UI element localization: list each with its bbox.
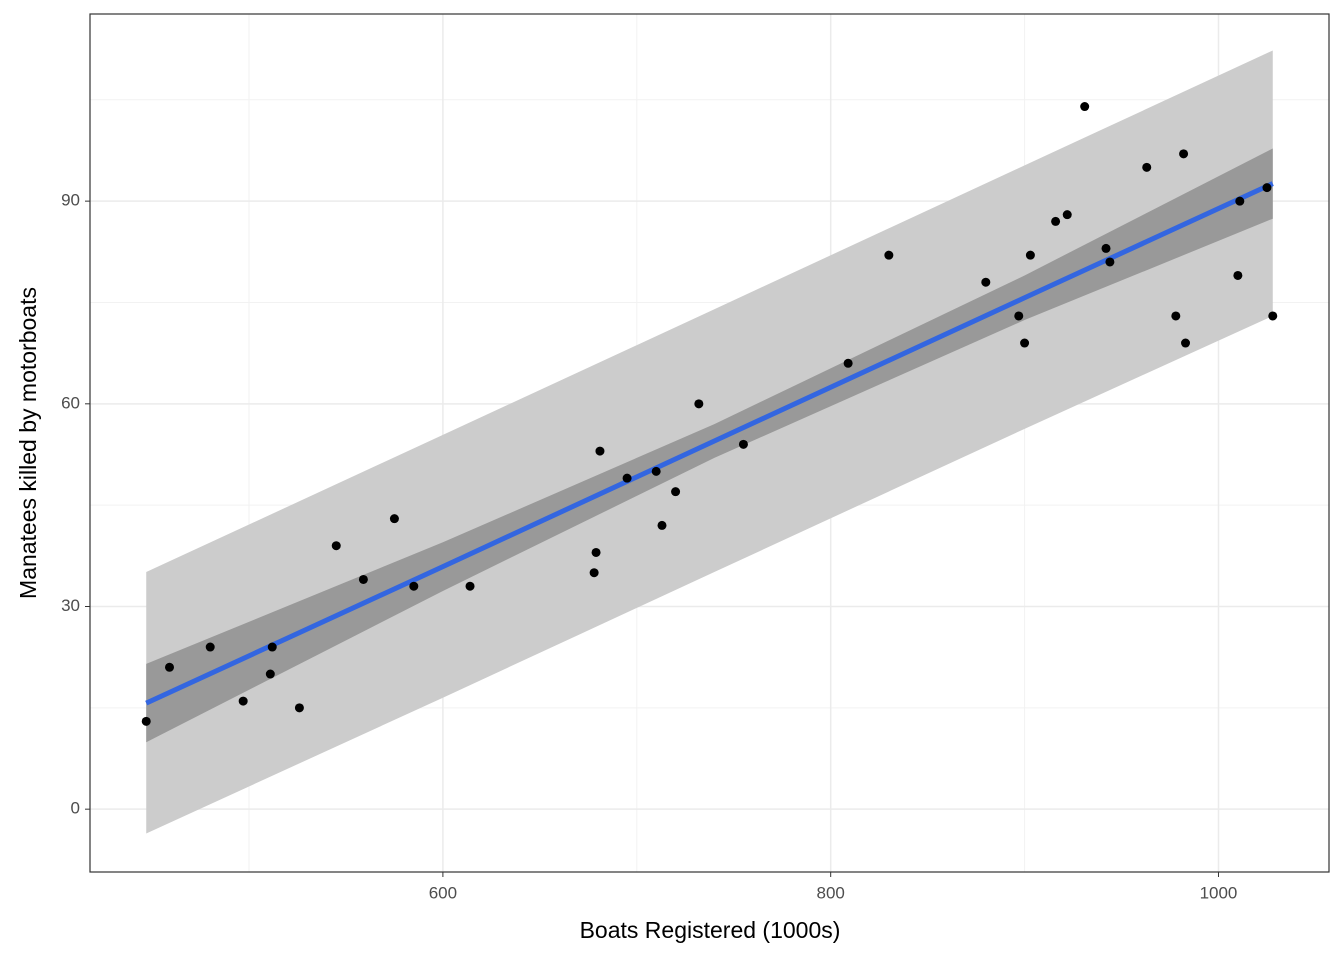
y-tick-label: 90 (61, 191, 80, 210)
point (622, 473, 632, 483)
point (1020, 338, 1030, 348)
point (358, 574, 368, 584)
point (657, 520, 667, 530)
point (1262, 183, 1272, 193)
x-tick-label: 1000 (1200, 883, 1238, 902)
point (265, 669, 275, 679)
y-tick-label: 30 (61, 596, 80, 615)
point (1051, 216, 1061, 226)
point (671, 487, 681, 497)
point (1179, 149, 1189, 159)
point (1171, 311, 1181, 321)
point (267, 642, 277, 652)
point (331, 541, 341, 551)
point (595, 446, 605, 456)
x-tick-label: 800 (816, 883, 844, 902)
point (1233, 270, 1243, 280)
y-tick-label: 0 (71, 799, 80, 818)
point (591, 547, 601, 557)
point (465, 581, 475, 591)
point (1080, 102, 1090, 112)
x-axis-title: Boats Registered (1000s) (580, 917, 841, 943)
point (981, 277, 991, 287)
point (238, 696, 248, 706)
point (205, 642, 215, 652)
point (884, 250, 894, 260)
point (1268, 311, 1278, 321)
point (164, 662, 174, 672)
point (1235, 196, 1245, 206)
y-axis-title: Manatees killed by motorboats (15, 287, 41, 599)
point (738, 439, 748, 449)
point (1014, 311, 1024, 321)
point (1105, 257, 1115, 267)
point (843, 358, 853, 368)
point (1142, 162, 1152, 172)
point (589, 568, 599, 578)
point (1025, 250, 1035, 260)
point (1062, 210, 1072, 220)
point (294, 703, 304, 713)
point (1181, 338, 1191, 348)
x-tick-label: 600 (429, 883, 457, 902)
point (389, 514, 399, 524)
point (694, 399, 704, 409)
point (1101, 243, 1111, 253)
point (141, 716, 151, 726)
point (651, 466, 661, 476)
point (409, 581, 419, 591)
panel-border (89, 13, 1330, 873)
y-tick-label: 60 (61, 393, 80, 412)
